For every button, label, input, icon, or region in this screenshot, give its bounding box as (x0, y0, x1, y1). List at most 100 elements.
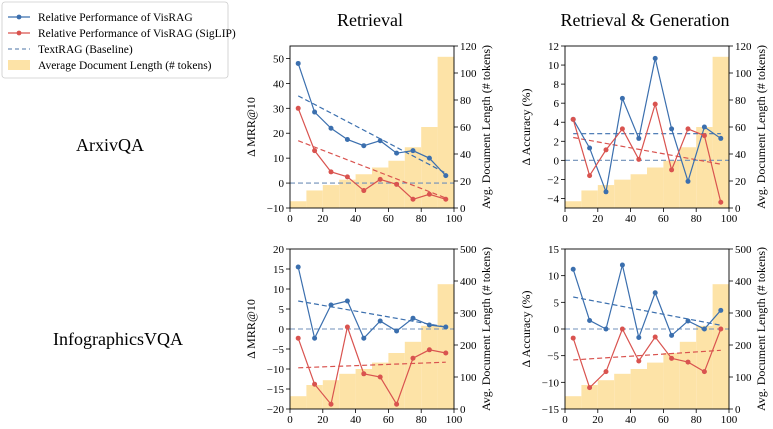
doc-length-bar (306, 190, 323, 208)
x-tick-label: 40 (350, 414, 362, 426)
y2-tick-label: 100 (460, 372, 477, 384)
trend-line-siglip (573, 136, 721, 165)
y-tick-label: 0 (279, 324, 285, 336)
data-point-visrag (426, 322, 432, 328)
trend-line-visrag (298, 300, 446, 328)
x-tick-label: 100 (721, 213, 738, 225)
doc-length-bar (712, 56, 729, 208)
y2-tick-label: 300 (735, 308, 752, 320)
y2-tick-label: 100 (460, 68, 477, 80)
data-point-visrag (361, 335, 367, 341)
doc-length-bar (437, 56, 454, 208)
doc-length-bar (421, 127, 438, 208)
y2-tick-label: 0 (735, 203, 741, 215)
data-point-visrag (587, 317, 593, 323)
data-point-visrag (377, 138, 383, 144)
y-tick-label: 20 (273, 128, 285, 140)
y2-tick-label: 20 (460, 176, 472, 188)
legend-visrag-label: Relative Performance of VisRAG (38, 12, 193, 24)
series-line-visrag (297, 266, 446, 340)
legend-entry-doclen: Average Document Length (# tokens) (8, 60, 212, 72)
data-point-visrag (443, 324, 449, 330)
y2-tick-label: 60 (735, 122, 747, 134)
legend-visrag-marker (16, 14, 22, 20)
trend-line-visrag (297, 95, 447, 174)
x-tick-label: 80 (691, 414, 703, 426)
y-tick-label: −15 (267, 384, 285, 396)
doc-length-bar (290, 396, 307, 409)
data-point-siglip (328, 169, 334, 175)
doc-length-bar (306, 385, 323, 409)
data-point-siglip (443, 196, 449, 202)
data-point-siglip (361, 371, 367, 377)
data-point-visrag (669, 126, 675, 132)
doc-length-bar (630, 369, 647, 409)
y-axis-label: Δ Accuracy (%) (519, 88, 533, 165)
y2-tick-label: 120 (460, 41, 477, 53)
y2-tick-label: 100 (735, 372, 752, 384)
y2-tick-label: 60 (460, 122, 472, 134)
doc-length-bar (679, 341, 697, 409)
x-tick-label: 0 (287, 213, 293, 225)
y2-tick-label: 0 (460, 203, 466, 215)
data-point-siglip (312, 381, 318, 387)
y-tick-label: −10 (542, 377, 560, 389)
data-point-visrag (328, 302, 334, 308)
y-tick-label: 0 (279, 178, 285, 190)
doc-length-bar (581, 190, 598, 208)
data-point-siglip (410, 196, 416, 202)
data-point-visrag (619, 262, 625, 268)
data-point-siglip (410, 355, 416, 361)
x-tick-label: 100 (721, 414, 738, 426)
trend-line-siglip (297, 140, 447, 199)
data-point-siglip (718, 199, 724, 205)
y-axis-label: Δ MRR@10 (244, 299, 258, 359)
data-point-siglip (603, 369, 609, 375)
x-tick-label: 20 (592, 414, 604, 426)
data-point-siglip (636, 156, 642, 162)
data-point-visrag (718, 307, 724, 313)
column-title-retrieval: Retrieval (337, 10, 403, 30)
data-point-visrag (652, 290, 658, 296)
series-line-siglip (572, 101, 722, 203)
doc-length-bar (372, 362, 389, 409)
doc-length-bar (404, 147, 422, 208)
x-tick-label: 80 (416, 414, 428, 426)
data-point-siglip (394, 401, 400, 407)
doc-length-bar (290, 201, 307, 208)
x-tick-label: 40 (625, 414, 637, 426)
y-tick-label: −5 (272, 344, 284, 356)
y2-tick-label: 400 (460, 276, 477, 288)
doc-length-bar (388, 353, 405, 409)
x-tick-label: 0 (562, 213, 568, 225)
data-point-siglip (587, 385, 593, 391)
data-point-visrag (344, 298, 350, 304)
x-tick-label: 0 (562, 414, 568, 426)
data-point-siglip (570, 335, 576, 341)
legend-siglip-marker (16, 30, 22, 36)
data-point-visrag (701, 326, 707, 332)
y-tick-label: 30 (273, 103, 285, 115)
y2-tick-label: 500 (735, 244, 752, 256)
x-tick-label: 80 (691, 213, 703, 225)
data-point-siglip (295, 105, 301, 111)
data-point-siglip (426, 191, 432, 197)
y-tick-label: 12 (548, 41, 559, 53)
doc-length-bar (647, 362, 664, 409)
data-point-visrag (669, 332, 675, 338)
x-tick-label: 100 (446, 414, 463, 426)
data-point-visrag (701, 124, 707, 130)
data-point-siglip (394, 181, 400, 187)
y-tick-label: 10 (548, 271, 560, 283)
data-point-siglip (652, 101, 658, 107)
legend-baseline-label: TextRAG (Baseline) (38, 44, 133, 56)
y2-tick-label: 100 (735, 68, 752, 80)
data-point-visrag (443, 173, 449, 179)
data-point-siglip (652, 334, 658, 340)
y2-tick-label: 500 (460, 244, 477, 256)
x-tick-label: 40 (350, 213, 362, 225)
y2-tick-label: 40 (460, 149, 472, 161)
x-tick-label: 60 (383, 213, 395, 225)
doc-length-bar (679, 147, 697, 208)
y-tick-label: −2 (547, 174, 559, 186)
